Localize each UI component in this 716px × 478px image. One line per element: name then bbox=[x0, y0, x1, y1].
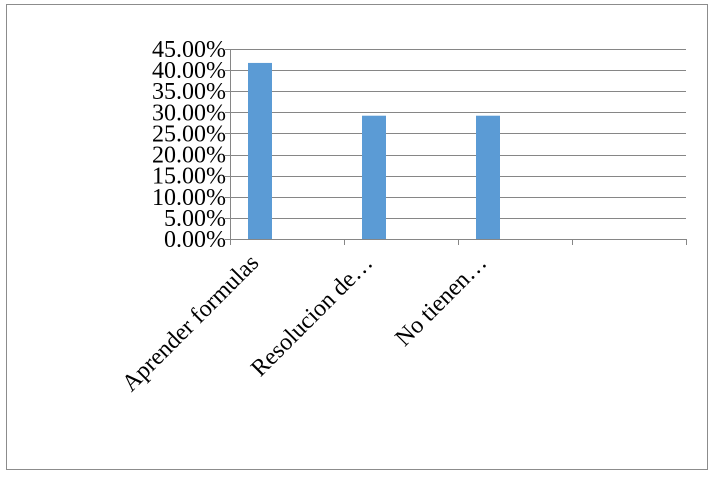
y-tick-label: 35.00% bbox=[152, 79, 226, 105]
gridlines bbox=[230, 49, 686, 219]
y-tick-label: 25.00% bbox=[152, 121, 226, 147]
x-tick-label: No tienen… bbox=[390, 250, 492, 352]
bar bbox=[248, 62, 272, 239]
bars bbox=[248, 62, 500, 239]
y-tick-label: 0.00% bbox=[164, 227, 226, 253]
y-tick-label: 45.00% bbox=[152, 37, 226, 63]
y-tick-label: 5.00% bbox=[164, 206, 226, 232]
y-tick-label: 30.00% bbox=[152, 100, 226, 126]
x-axis bbox=[230, 239, 687, 245]
y-tick-label: 40.00% bbox=[152, 58, 226, 84]
y-tick-label: 20.00% bbox=[152, 143, 226, 169]
y-tick-label: 10.00% bbox=[152, 185, 226, 211]
x-tick-label: Aprender formulas bbox=[117, 250, 264, 397]
y-axis: 0.00%5.00%10.00%15.00%20.00%25.00%30.00%… bbox=[152, 37, 231, 253]
bar bbox=[476, 115, 500, 239]
bar bbox=[362, 115, 386, 239]
y-tick-label: 15.00% bbox=[152, 164, 226, 190]
x-tick-label: Resolucion de… bbox=[246, 250, 378, 382]
chart-area bbox=[6, 4, 708, 470]
